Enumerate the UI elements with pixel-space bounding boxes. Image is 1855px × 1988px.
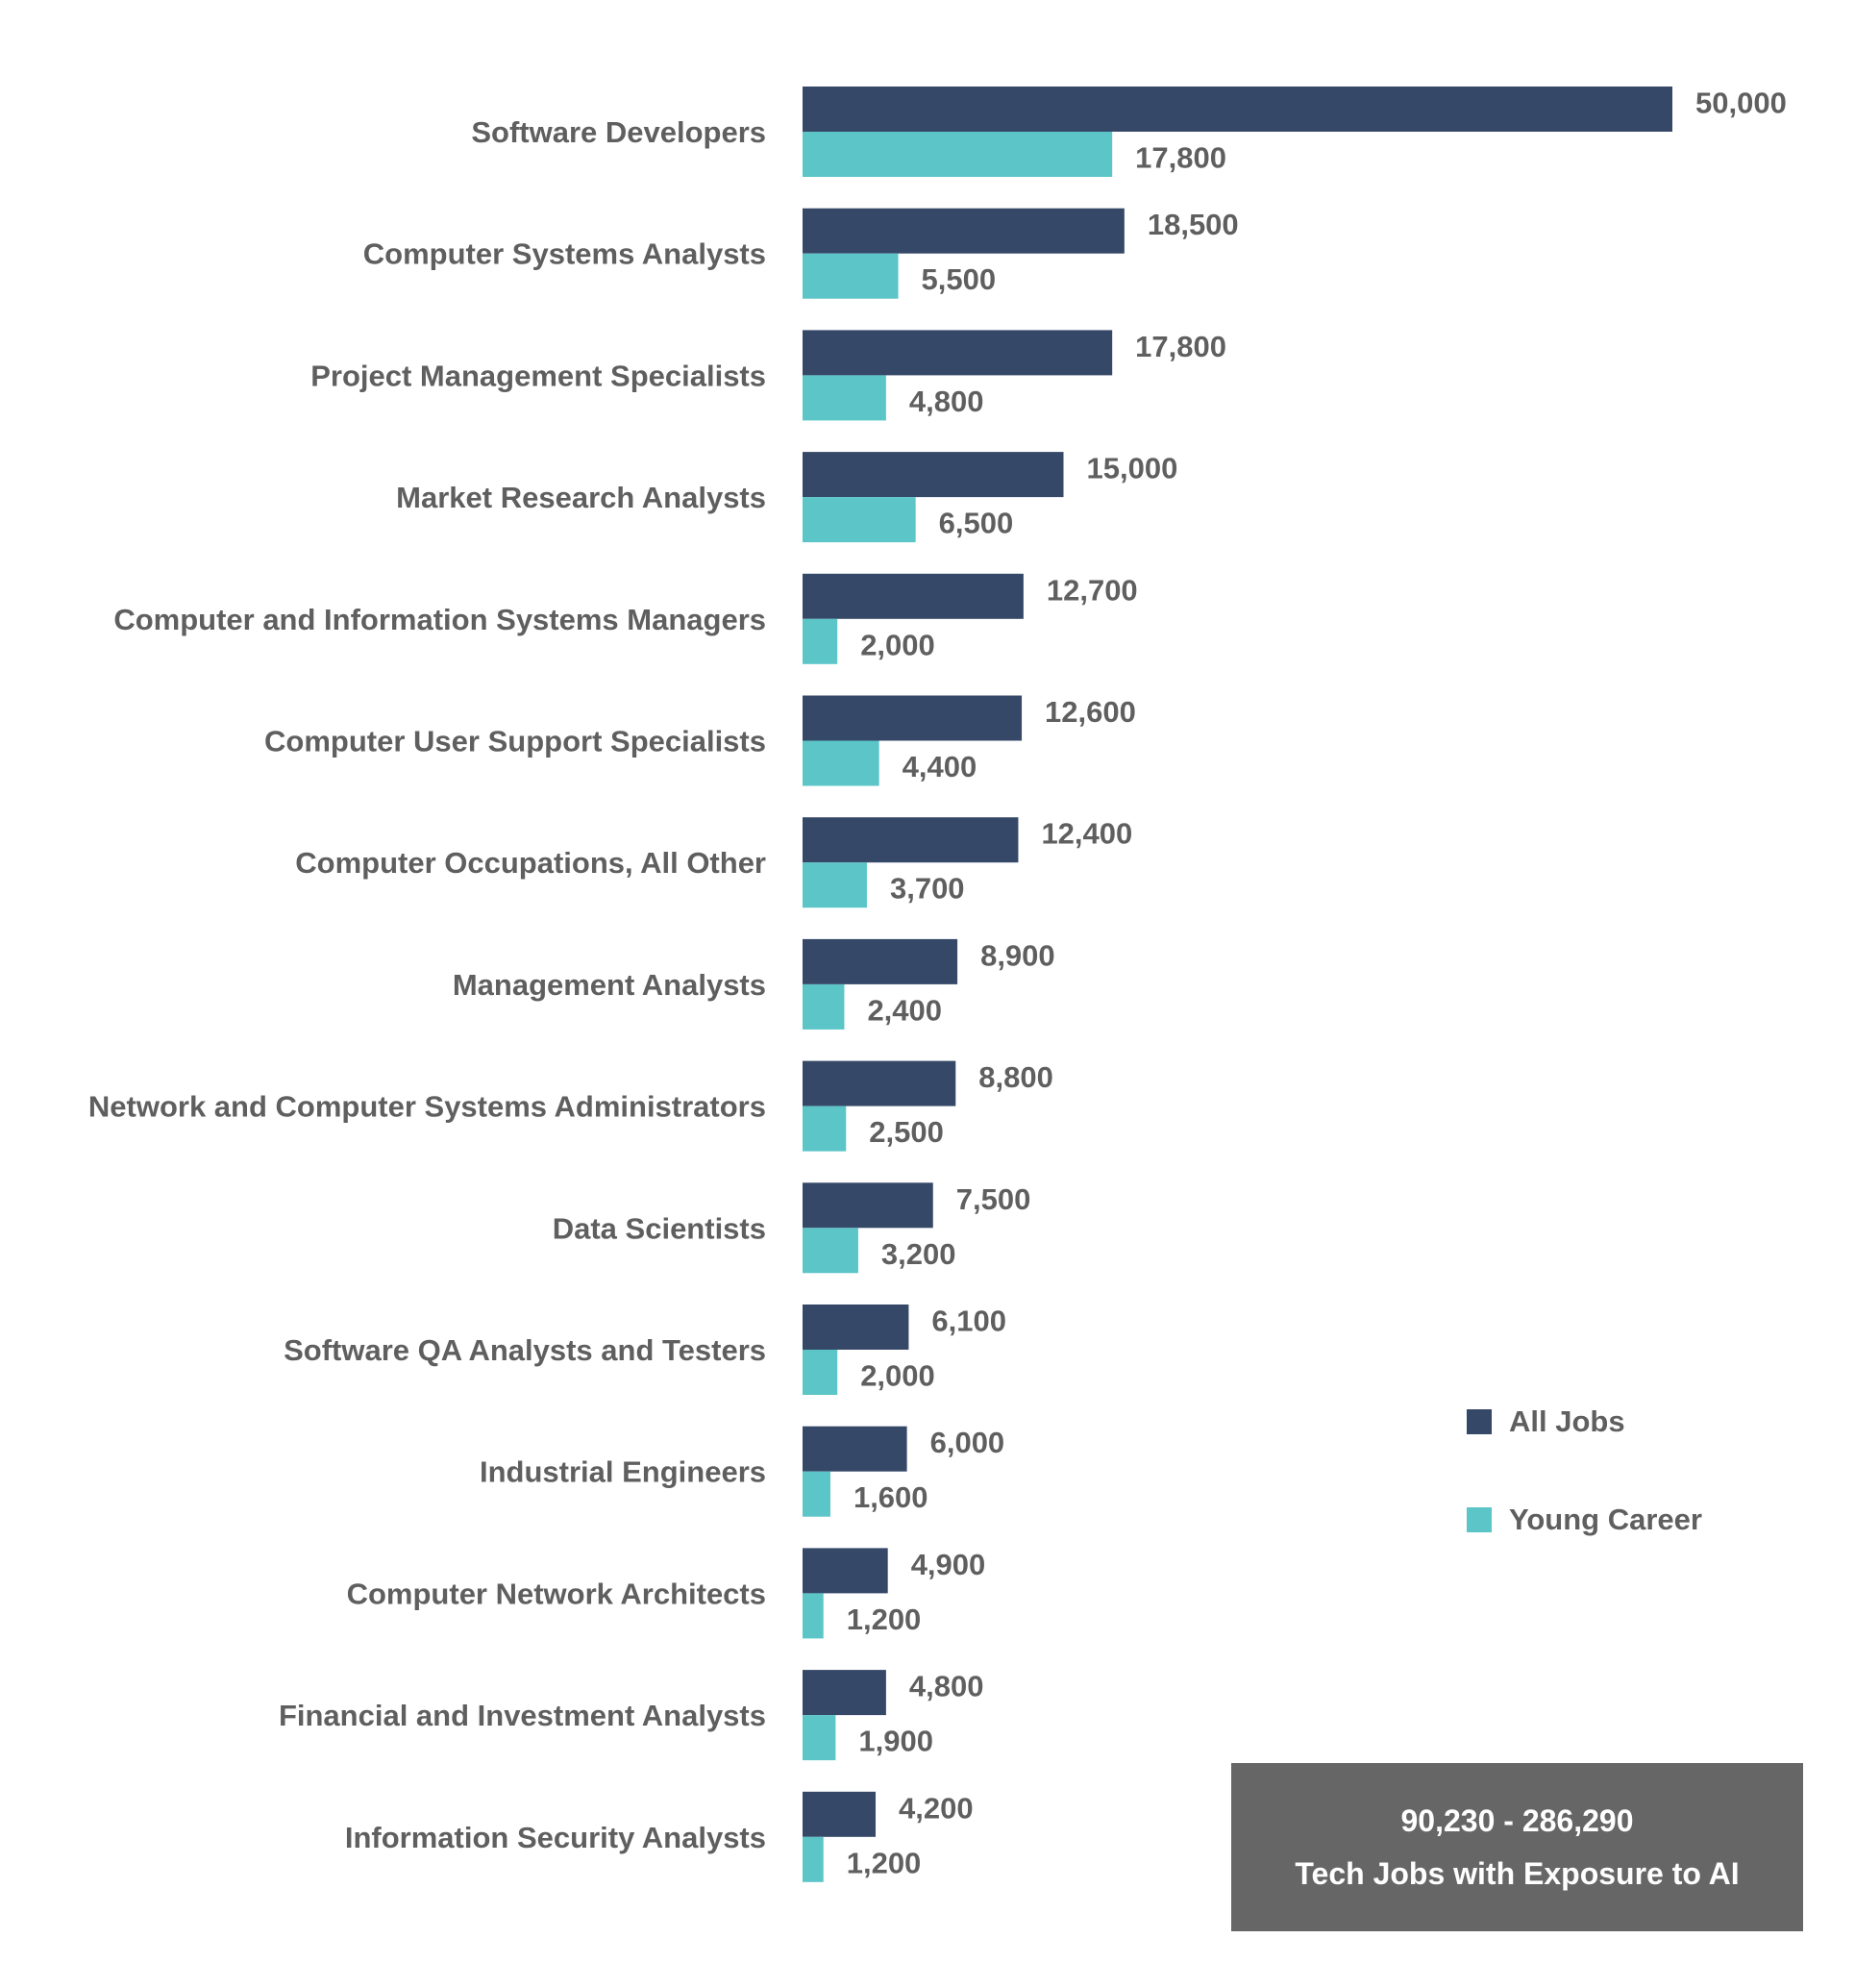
- young-career-bar: [803, 740, 879, 786]
- category-label: Computer User Support Specialists: [264, 725, 766, 758]
- category-label: Industrial Engineers: [480, 1455, 766, 1489]
- legend-swatch-all-jobs: [1467, 1409, 1492, 1434]
- all-jobs-bar: [803, 330, 1113, 376]
- all-jobs-bar: [803, 573, 1024, 619]
- all-jobs-value-label: 8,800: [978, 1060, 1053, 1094]
- category-label: Computer and Information Systems Manager…: [113, 603, 766, 636]
- young-career-value-label: 17,800: [1135, 141, 1226, 175]
- legend-label-all-jobs: All Jobs: [1509, 1404, 1625, 1438]
- all-jobs-bar: [803, 452, 1064, 498]
- category-label: Data Scientists: [553, 1211, 766, 1245]
- all-jobs-value-label: 4,900: [911, 1548, 986, 1581]
- category-label: Computer Systems Analysts: [363, 237, 766, 271]
- callout-caption: Tech Jobs with Exposure to AI: [1295, 1855, 1740, 1891]
- young-career-value-label: 2,400: [867, 993, 942, 1027]
- young-career-value-label: 2,000: [860, 1359, 935, 1393]
- young-career-bar: [803, 1715, 836, 1761]
- legend-label-young-career: Young Career: [1509, 1503, 1702, 1536]
- all-jobs-value-label: 18,500: [1148, 208, 1239, 241]
- all-jobs-value-label: 50,000: [1695, 87, 1787, 120]
- young-career-value-label: 2,000: [860, 628, 935, 661]
- all-jobs-bar: [803, 1548, 888, 1594]
- young-career-bar: [803, 253, 899, 299]
- young-career-bar: [803, 618, 838, 664]
- young-career-bar: [803, 1471, 830, 1517]
- all-jobs-value-label: 12,700: [1047, 573, 1138, 607]
- young-career-bar: [803, 1228, 858, 1274]
- young-career-bar: [803, 132, 1113, 177]
- young-career-value-label: 4,800: [909, 385, 984, 418]
- young-career-value-label: 4,400: [903, 750, 977, 783]
- young-career-bar: [803, 1350, 838, 1395]
- all-jobs-bar: [803, 1305, 909, 1350]
- young-career-value-label: 5,500: [922, 262, 997, 296]
- young-career-bar: [803, 1106, 847, 1152]
- legend-item-all-jobs: All Jobs: [1467, 1404, 1625, 1439]
- all-jobs-value-label: 12,400: [1041, 817, 1132, 851]
- young-career-value-label: 3,200: [881, 1237, 956, 1271]
- legend-swatch-young-career: [1467, 1507, 1492, 1532]
- all-jobs-value-label: 17,800: [1135, 330, 1226, 363]
- all-jobs-bar: [803, 208, 1125, 254]
- young-career-value-label: 1,200: [847, 1846, 922, 1879]
- young-career-bar: [803, 1593, 824, 1639]
- callout-range: 90,230 - 286,290: [1400, 1803, 1634, 1839]
- young-career-bar: [803, 497, 916, 543]
- young-career-value-label: 1,600: [853, 1480, 928, 1514]
- category-label: Market Research Analysts: [396, 481, 766, 514]
- young-career-value-label: 3,700: [890, 872, 965, 906]
- category-label: Management Analysts: [453, 968, 766, 1002]
- young-career-value-label: 6,500: [939, 507, 1014, 540]
- category-label: Computer Occupations, All Other: [295, 846, 766, 880]
- category-label: Information Security Analysts: [345, 1821, 766, 1854]
- all-jobs-value-label: 15,000: [1087, 452, 1178, 485]
- young-career-bar: [803, 983, 845, 1030]
- summary-callout: 90,230 - 286,290 Tech Jobs with Exposure…: [1231, 1763, 1803, 1931]
- category-label: Software Developers: [471, 115, 766, 149]
- young-career-value-label: 1,900: [858, 1725, 933, 1758]
- all-jobs-value-label: 6,000: [930, 1426, 1005, 1459]
- all-jobs-bar: [803, 938, 958, 984]
- category-label: Software QA Analysts and Testers: [284, 1333, 766, 1367]
- all-jobs-value-label: 4,800: [909, 1670, 984, 1703]
- category-label: Computer Network Architects: [347, 1577, 766, 1610]
- all-jobs-bar: [803, 817, 1019, 863]
- all-jobs-value-label: 8,900: [980, 938, 1055, 972]
- all-jobs-bar: [803, 87, 1672, 132]
- young-career-bar: [803, 862, 867, 908]
- category-label: Network and Computer Systems Administrat…: [88, 1090, 766, 1124]
- all-jobs-value-label: 6,100: [931, 1305, 1006, 1338]
- young-career-value-label: 1,200: [847, 1603, 922, 1636]
- young-career-value-label: 2,500: [869, 1115, 944, 1149]
- all-jobs-bar: [803, 1670, 886, 1716]
- all-jobs-bar: [803, 1182, 933, 1229]
- legend-item-young-career: Young Career: [1467, 1503, 1702, 1537]
- all-jobs-value-label: 7,500: [956, 1182, 1031, 1216]
- young-career-bar: [803, 1836, 824, 1882]
- all-jobs-value-label: 4,200: [899, 1791, 974, 1825]
- all-jobs-bar: [803, 1060, 956, 1106]
- category-label: Financial and Investment Analysts: [279, 1699, 766, 1732]
- all-jobs-bar: [803, 695, 1023, 741]
- all-jobs-bar: [803, 1791, 877, 1837]
- all-jobs-bar: [803, 1426, 907, 1472]
- category-label: Project Management Specialists: [310, 359, 766, 392]
- young-career-bar: [803, 375, 886, 421]
- all-jobs-value-label: 12,600: [1045, 695, 1136, 729]
